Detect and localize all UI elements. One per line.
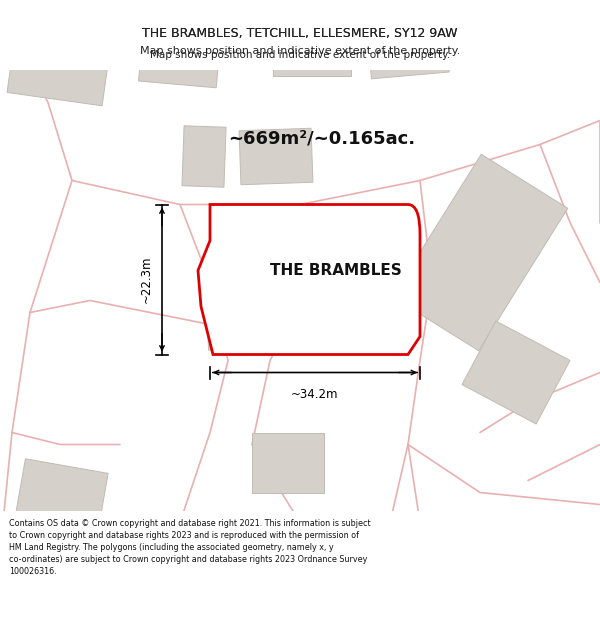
Bar bbox=[205, 287, 275, 350]
Bar bbox=[7, 15, 113, 106]
Text: THE BRAMBLES: THE BRAMBLES bbox=[270, 263, 402, 278]
Bar bbox=[12, 459, 108, 550]
Bar bbox=[273, 21, 351, 76]
FancyBboxPatch shape bbox=[0, 511, 600, 612]
FancyBboxPatch shape bbox=[0, 12, 600, 69]
Bar bbox=[367, 18, 449, 79]
Bar bbox=[182, 126, 226, 188]
Text: Contains OS data © Crown copyright and database right 2021. This information is : Contains OS data © Crown copyright and d… bbox=[9, 519, 371, 576]
Bar bbox=[462, 321, 570, 424]
Text: ~669m²/~0.165ac.: ~669m²/~0.165ac. bbox=[228, 129, 415, 148]
Text: Map shows position and indicative extent of the property.: Map shows position and indicative extent… bbox=[140, 46, 460, 56]
Text: ~34.2m: ~34.2m bbox=[291, 388, 339, 401]
Bar bbox=[392, 154, 568, 351]
Text: Map shows position and indicative extent of the property.: Map shows position and indicative extent… bbox=[150, 49, 450, 59]
PathPatch shape bbox=[198, 204, 420, 354]
Text: THE BRAMBLES, TETCHILL, ELLESMERE, SY12 9AW: THE BRAMBLES, TETCHILL, ELLESMERE, SY12 … bbox=[142, 27, 458, 40]
Text: THE BRAMBLES, TETCHILL, ELLESMERE, SY12 9AW: THE BRAMBLES, TETCHILL, ELLESMERE, SY12 … bbox=[142, 27, 458, 40]
Bar bbox=[139, 21, 221, 88]
Bar bbox=[252, 432, 324, 492]
Text: ~22.3m: ~22.3m bbox=[140, 256, 153, 303]
Bar bbox=[239, 128, 313, 185]
Bar bbox=[229, 214, 323, 291]
